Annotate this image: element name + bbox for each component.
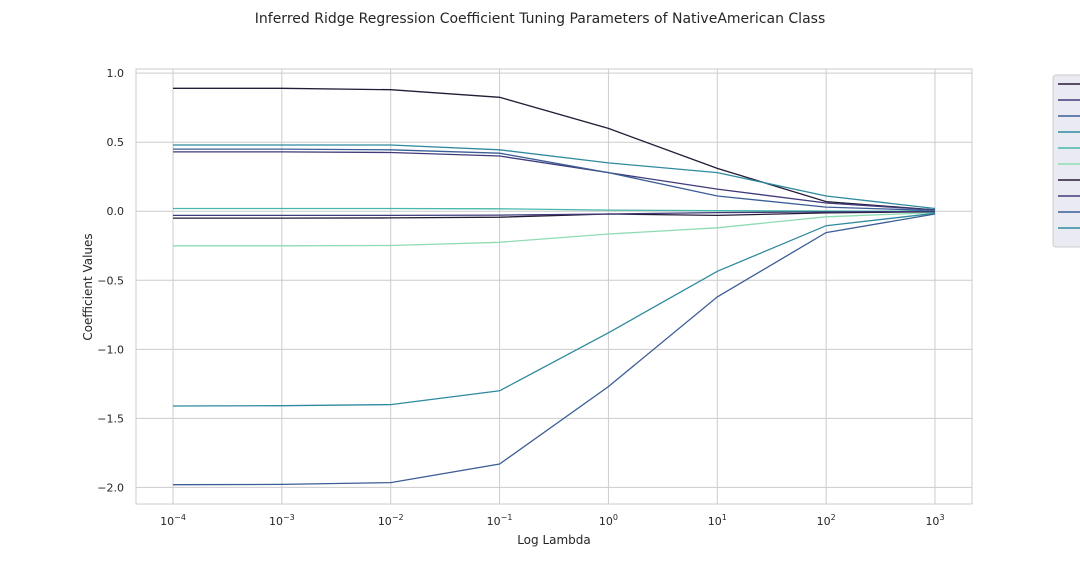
x-axis-label: Log Lambda bbox=[517, 533, 591, 547]
x-tick-label: 102 bbox=[817, 513, 836, 528]
x-tick-label: 10−2 bbox=[378, 513, 404, 528]
series-line-1 bbox=[173, 87, 936, 211]
series-line-4 bbox=[173, 144, 936, 210]
grid-lines bbox=[136, 69, 972, 504]
legend bbox=[1052, 74, 1080, 248]
y-tick-label: −1.0 bbox=[97, 343, 124, 356]
series-line-10 bbox=[172, 212, 936, 407]
series-lines bbox=[172, 87, 936, 486]
plot-area-frame bbox=[135, 68, 973, 505]
y-tick-label: −0.5 bbox=[97, 274, 124, 287]
series-line-9 bbox=[172, 213, 936, 486]
x-tick-label: 101 bbox=[708, 513, 727, 528]
series-line-6 bbox=[173, 211, 936, 247]
series-line-2 bbox=[173, 151, 936, 211]
x-tick-label: 10−3 bbox=[269, 513, 295, 528]
legend-box bbox=[1052, 74, 1080, 248]
y-tick-label: −1.5 bbox=[97, 412, 124, 425]
x-tick-label: 10−4 bbox=[160, 513, 186, 528]
x-tick-labels: 10−4 10−3 10−2 10−1 100 101 102 103 bbox=[160, 513, 944, 528]
series-line-3 bbox=[173, 148, 936, 212]
y-tick-label: 0.0 bbox=[107, 205, 125, 218]
x-tick-label: 103 bbox=[925, 513, 944, 528]
series-line-8 bbox=[173, 210, 936, 217]
x-tick-label: 100 bbox=[599, 513, 618, 528]
x-tick-label: 10−1 bbox=[487, 513, 513, 528]
y-tick-label: 0.5 bbox=[107, 136, 125, 149]
y-axis-label: Coefficient Values bbox=[81, 233, 95, 340]
y-tick-labels: −2.0 −1.5 −1.0 −0.5 0.0 0.5 1.0 bbox=[97, 67, 124, 494]
series-line-7 bbox=[173, 211, 936, 219]
chart-title: Inferred Ridge Regression Coefficient Tu… bbox=[255, 11, 825, 27]
series-line-5 bbox=[173, 207, 936, 212]
y-tick-label: −2.0 bbox=[97, 481, 124, 494]
y-tick-label: 1.0 bbox=[107, 67, 125, 80]
